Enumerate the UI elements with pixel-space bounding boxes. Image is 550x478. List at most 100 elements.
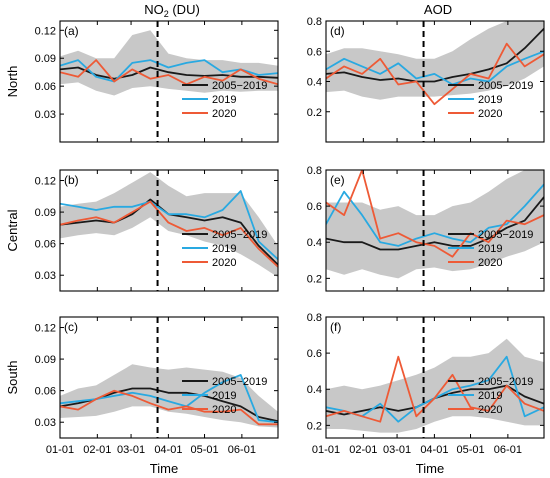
column-title-left: NO2 (DU) [144, 2, 200, 19]
legend-label: 2020 [478, 257, 502, 269]
row-label: South [5, 361, 20, 395]
panel-label: (d) [330, 24, 345, 38]
y-tick-label: 0.8 [307, 312, 322, 324]
plot-area [60, 30, 278, 96]
legend: 2005−2019 2019 2020 [448, 229, 533, 269]
plot-frame [325, 316, 545, 439]
legend-label: 2005−2019 [478, 229, 533, 241]
series-line-climatology [60, 66, 278, 80]
plot-area [326, 170, 544, 279]
series-line-climatology [326, 27, 544, 83]
column-title-right: AOD [424, 2, 452, 17]
y-tick-label: 0.09 [35, 354, 56, 366]
series-line-2020 [326, 42, 544, 106]
x-tick-label: 03-01 [117, 444, 145, 456]
panel-label: (a) [64, 24, 79, 38]
legend: 2005−2019 2019 2020 [448, 376, 533, 416]
panel-d: 0.2 0.4 0.6 0.8 (d) 2005−2019 2019 2020 [307, 16, 545, 143]
y-tick-label: 0.4 [307, 237, 322, 249]
panel-f: 0.2 0.4 0.6 0.8 01-01 02-01 03-01 04-01 05-01 06-… [307, 312, 545, 456]
x-tick-label: 04-01 [154, 444, 182, 456]
x-axis-title-left: Time [150, 461, 178, 476]
x-tick-label: 04-01 [420, 444, 448, 456]
legend-label: 2005−2019 [478, 376, 533, 388]
legend: 2005−2019 2019 2020 [182, 80, 267, 120]
x-tick-label: 06-01 [228, 444, 256, 456]
y-tick-label: 0.03 [35, 417, 56, 429]
legend-label: 2019 [212, 94, 236, 106]
plot-frame [325, 169, 545, 292]
x-axis-title-right: Time [416, 461, 444, 476]
plot-frame [59, 20, 279, 143]
legend: 2005−2019 2019 2020 [182, 376, 267, 416]
y-tick-label: 0.8 [307, 165, 322, 177]
plot-area [60, 172, 278, 278]
y-tick-label: 0.8 [307, 16, 322, 28]
x-tick-label: 01-01 [312, 444, 340, 456]
x-tick-label: 05-01 [190, 444, 218, 456]
plot-frame [59, 316, 279, 439]
panel-c: 0.03 0.06 0.09 0.12 01-01 02-01 03-01 04-01 05-0… [5, 316, 279, 456]
plot-area [326, 21, 544, 106]
range-band [60, 364, 278, 428]
y-tick-label: 0.09 [35, 207, 56, 219]
series-line-2020 [326, 170, 544, 258]
panel-label: (e) [330, 173, 345, 187]
legend-label: 2020 [212, 257, 236, 269]
x-tick-label: 01-01 [46, 444, 74, 456]
legend-label: 2019 [478, 243, 502, 255]
legend-label: 2020 [212, 404, 236, 416]
legend-label: 2020 [478, 404, 502, 416]
legend-label: 2019 [478, 94, 502, 106]
legend-label: 2005−2019 [212, 376, 267, 388]
legend-label: 2019 [212, 243, 236, 255]
legend-label: 2020 [478, 108, 502, 120]
panel-label: (b) [64, 173, 79, 187]
y-tick-label: 0.2 [307, 107, 322, 119]
series-line-2019 [60, 190, 278, 261]
y-tick-label: 0.03 [35, 270, 56, 282]
x-tick-label: 05-01 [456, 444, 484, 456]
y-tick-label: 0.6 [307, 348, 322, 360]
legend-label: 2005−2019 [212, 80, 267, 92]
range-band [60, 172, 278, 278]
x-tick-label: 02-01 [83, 444, 111, 456]
y-tick-label: 0.4 [307, 384, 322, 396]
y-tick-label: 0.2 [307, 273, 322, 285]
range-band [326, 170, 544, 279]
plot-area [326, 338, 544, 433]
y-tick-label: 0.2 [307, 420, 322, 432]
legend: 2005−2019 2019 2020 [182, 229, 267, 269]
legend-label: 2005−2019 [478, 80, 533, 92]
y-tick-label: 0.4 [307, 77, 322, 89]
y-tick-label: 0.03 [35, 109, 56, 121]
x-tick-label: 06-01 [494, 444, 522, 456]
series-line-2020 [60, 389, 278, 426]
series-line-2020 [60, 200, 278, 268]
legend-label: 2005−2019 [212, 229, 267, 241]
panel-label: (c) [64, 320, 78, 334]
y-tick-label: 0.6 [307, 201, 322, 213]
y-tick-label: 0.12 [35, 25, 56, 37]
legend-label: 2019 [478, 390, 502, 402]
x-tick-label: 03-01 [383, 444, 411, 456]
y-tick-label: 0.09 [35, 53, 56, 65]
series-line-2020 [60, 59, 278, 86]
panel-b: 0.03 0.06 0.09 0.12 (b) 2005−2019 2019 2020 Cent… [5, 169, 279, 292]
panel-a: 0.03 0.06 0.09 0.12 (a) 2005−2019 2019 2020 Nort… [5, 20, 279, 143]
series-line-2019 [326, 50, 544, 86]
legend-label: 2019 [212, 390, 236, 402]
row-label: Central [5, 209, 20, 251]
legend: 2005−2019 2019 2020 [448, 80, 533, 120]
y-tick-label: 0.06 [35, 239, 56, 251]
y-tick-label: 0.06 [35, 386, 56, 398]
row-label: North [5, 66, 20, 98]
y-tick-label: 0.12 [35, 176, 56, 188]
y-tick-label: 0.12 [35, 323, 56, 335]
y-tick-label: 0.06 [35, 81, 56, 93]
x-tick-label: 02-01 [349, 444, 377, 456]
series-line-climatology [326, 196, 544, 251]
panel-e: 0.2 0.4 0.6 0.8 (e) 2005−2019 2019 2020 [307, 165, 545, 292]
series-line-2019 [326, 183, 544, 247]
